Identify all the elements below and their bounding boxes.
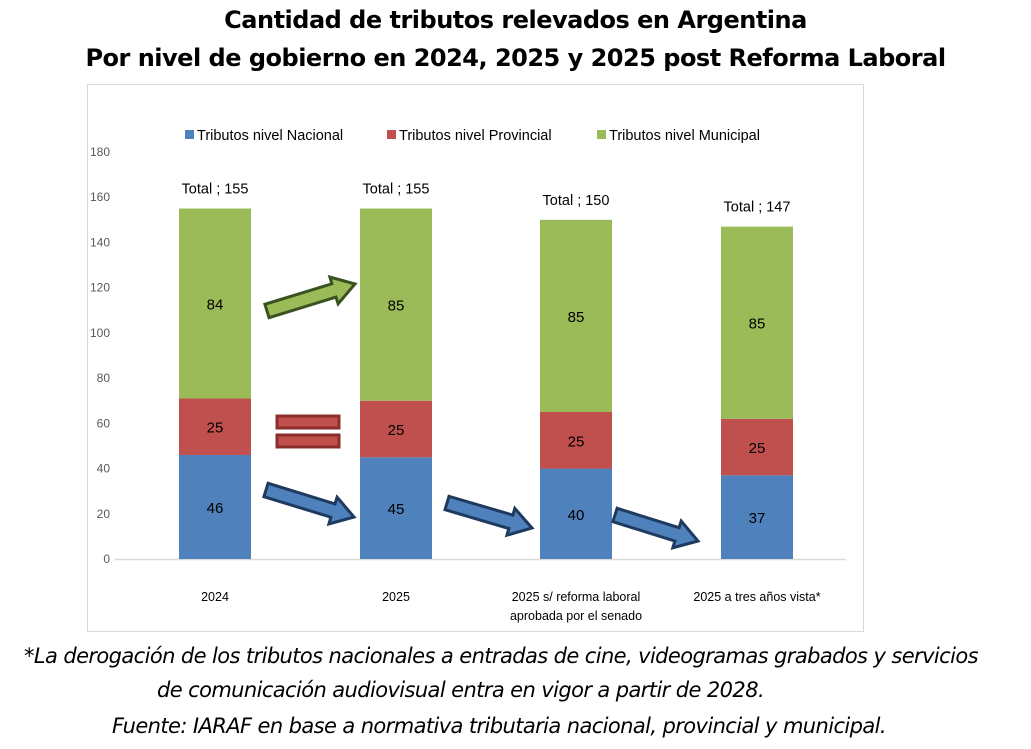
bar-segment-0-2 [179, 208, 251, 399]
x-tick-label: 2025 [382, 590, 410, 604]
data-label: 85 [749, 316, 766, 333]
decrease-arrow-icon [443, 494, 535, 538]
data-label: 25 [388, 422, 405, 439]
y-tick-label: 100 [90, 326, 110, 340]
chart-subtitle: Por nivel de gobierno en 2024, 2025 y 20… [85, 44, 946, 72]
x-tick-label: 2024 [201, 590, 229, 604]
x-tick-label: 2025 s/ reforma laboral [512, 590, 641, 604]
equals-sign-bottom-icon [275, 433, 341, 449]
bar-segment-1-1 [360, 400, 432, 458]
legend-label-0: Tributos nivel Nacional [197, 128, 343, 144]
source-note: Fuente: IARAF en base a normativa tribut… [112, 714, 887, 738]
data-label: 40 [568, 507, 585, 524]
y-tick-label: 20 [97, 507, 111, 521]
y-tick-label: 140 [90, 235, 110, 249]
bar-segment-2-0 [540, 468, 612, 559]
total-label: Total ; 147 [724, 200, 791, 216]
footnote-line-2: de comunicación audiovisual entra en vig… [157, 678, 765, 702]
data-label: 25 [568, 433, 585, 450]
data-label: 85 [568, 309, 585, 326]
increase-arrow-icon [263, 274, 358, 320]
decrease-arrow-icon [611, 506, 701, 550]
data-label: 85 [388, 298, 405, 315]
y-tick-label: 0 [103, 552, 110, 566]
y-tick-label: 180 [90, 145, 110, 159]
y-tick-label: 60 [97, 416, 111, 430]
legend-label-1: Tributos nivel Provincial [399, 128, 552, 144]
chart-title: Cantidad de tributos relevados en Argent… [224, 6, 807, 34]
y-tick-label: 160 [90, 190, 110, 204]
legend-label-2: Tributos nivel Municipal [609, 128, 760, 144]
bar-segment-2-2 [540, 219, 612, 413]
bar-segment-3-2 [721, 226, 793, 419]
y-tick-label: 80 [97, 371, 111, 385]
bar-segment-3-0 [721, 475, 793, 559]
total-label: Total ; 150 [543, 193, 610, 209]
total-label: Total ; 155 [363, 182, 430, 198]
bar-segment-1-2 [360, 208, 432, 401]
bar-segment-2-1 [540, 412, 612, 469]
bar-segment-1-0 [360, 457, 432, 559]
data-label: 45 [388, 501, 405, 518]
data-label: 37 [749, 510, 766, 527]
bar-segment-0-1 [179, 398, 251, 455]
footnote-line-1: *La derogación de los tributos nacionale… [24, 644, 979, 668]
y-tick-label: 120 [90, 281, 110, 295]
data-label: 46 [207, 500, 224, 517]
data-label: 25 [207, 420, 224, 437]
x-tick-label: 2025 a tres años vista* [693, 590, 820, 604]
bar-segment-3-1 [721, 418, 793, 476]
decrease-arrow-icon [262, 481, 357, 527]
x-tick-label: aprobada por el senado [510, 609, 642, 623]
data-label: 84 [207, 296, 224, 313]
y-tick-label: 40 [97, 462, 111, 476]
legend-swatch-2 [597, 130, 606, 139]
data-label: 25 [749, 440, 766, 457]
legend-swatch-1 [387, 130, 396, 139]
chart-area: 0 20 40 60 80 100 120 140 160 180 Tributos nivel N… [87, 84, 864, 632]
total-label: Total ; 155 [182, 182, 249, 198]
legend-swatch-0 [185, 130, 194, 139]
bar-segment-0-0 [179, 454, 251, 559]
stacked-bar-chart: 0 20 40 60 80 100 120 140 160 180 Tributos nivel N… [90, 128, 846, 623]
equals-sign-top-icon [275, 414, 341, 430]
